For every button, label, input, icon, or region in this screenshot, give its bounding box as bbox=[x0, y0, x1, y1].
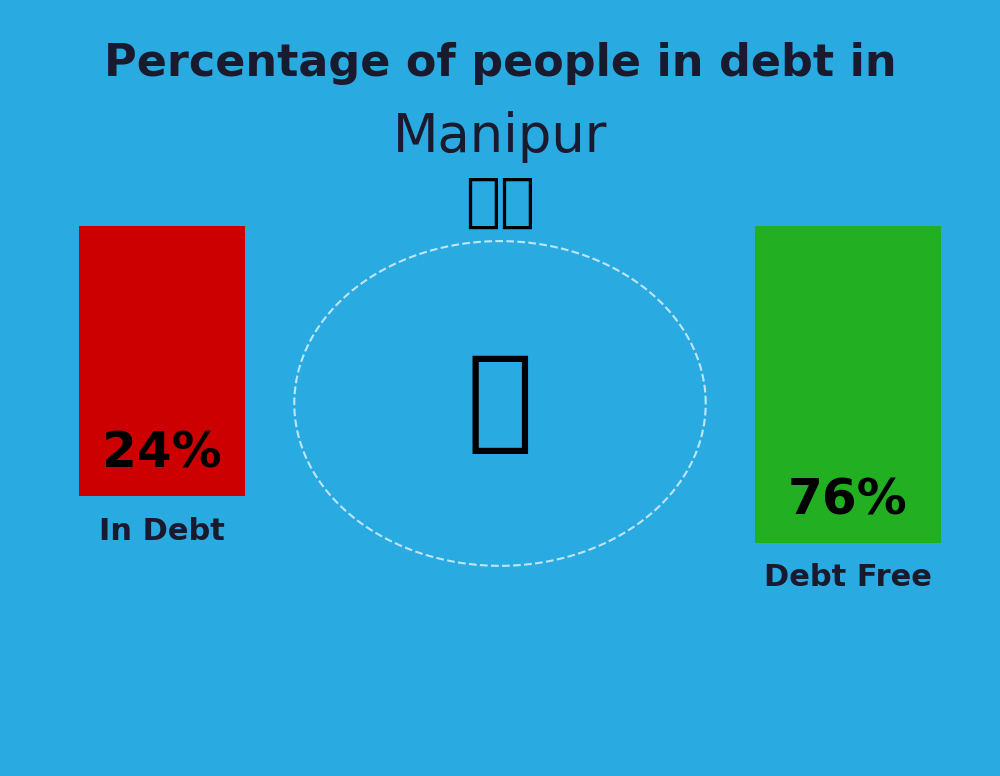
Circle shape bbox=[294, 241, 706, 566]
Text: In Debt: In Debt bbox=[99, 517, 225, 546]
FancyBboxPatch shape bbox=[755, 226, 941, 542]
Text: 🏦: 🏦 bbox=[467, 350, 533, 457]
Text: Manipur: Manipur bbox=[393, 111, 607, 163]
Text: Percentage of people in debt in: Percentage of people in debt in bbox=[104, 42, 896, 85]
Text: 76%: 76% bbox=[788, 476, 908, 524]
Text: 🇮🇳: 🇮🇳 bbox=[465, 174, 535, 231]
FancyBboxPatch shape bbox=[79, 226, 245, 496]
Text: Debt Free: Debt Free bbox=[764, 563, 932, 592]
Text: 24%: 24% bbox=[102, 430, 222, 478]
